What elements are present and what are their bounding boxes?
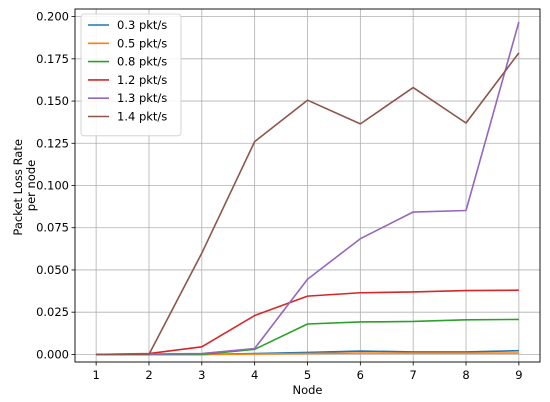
x-tick-label: 3 — [198, 368, 205, 382]
y-tick-label: 0.175 — [36, 52, 69, 66]
legend-label: 1.4 pkt/s — [117, 110, 167, 124]
legend-label: 1.3 pkt/s — [117, 91, 167, 105]
legend-label: 1.2 pkt/s — [117, 73, 167, 87]
x-tick-label: 5 — [304, 368, 311, 382]
x-tick-label: 1 — [92, 368, 99, 382]
legend-label: 0.3 pkt/s — [117, 18, 167, 32]
legend: 0.3 pkt/s 0.5 pkt/s 0.8 pkt/s 1.2 pkt/s 1.3 … — [80, 13, 182, 137]
series-line — [96, 52, 520, 356]
y-tick-label: 0.125 — [36, 136, 69, 150]
x-axis-label: Node — [292, 383, 322, 397]
y-tick-label: 0.100 — [36, 179, 69, 193]
y-tick-label: 0.000 — [36, 347, 69, 361]
y-tick-label: 0.200 — [36, 10, 69, 24]
series-line — [96, 289, 519, 356]
y-axis-label-line-1: Packet Loss Rate — [11, 139, 25, 236]
legend-box — [80, 13, 182, 137]
x-tick-label: 2 — [145, 368, 152, 382]
legend-label: 0.5 pkt/s — [117, 36, 167, 50]
series-lines — [96, 21, 520, 356]
y-tick-label: 0.075 — [36, 221, 69, 235]
gridlines — [75, 9, 540, 362]
y-axis-label: Packet Loss Rate per node — [11, 135, 38, 235]
y-tick-label: 0.025 — [36, 305, 69, 319]
series-line — [96, 21, 520, 356]
x-tick-label: 6 — [357, 368, 364, 382]
x-tick-label: 4 — [251, 368, 258, 382]
x-tick-label: 8 — [462, 368, 469, 382]
y-tick-label: 0.050 — [36, 263, 69, 277]
y-axis-label-line-2: per node — [24, 160, 38, 211]
legend-label: 0.8 pkt/s — [117, 55, 167, 69]
x-tick-label: 9 — [515, 368, 522, 382]
axis-ticks: 1 2 3 4 5 6 7 8 9 0.000 0.025 0.050 0.075 0.100 0.125 0… — [36, 10, 522, 382]
y-tick-label: 0.150 — [36, 94, 69, 108]
x-tick-label: 7 — [410, 368, 417, 382]
